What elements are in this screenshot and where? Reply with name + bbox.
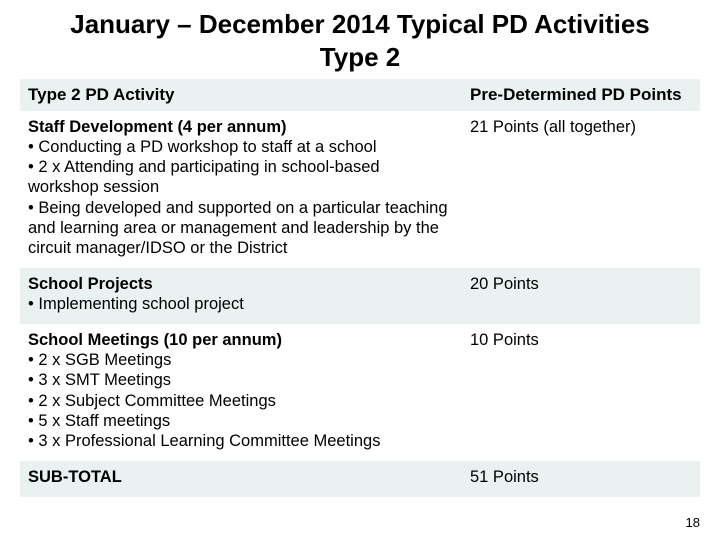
points-cell: 21 Points (all together) bbox=[462, 111, 700, 268]
table-row: School Projects • Implementing school pr… bbox=[20, 268, 700, 324]
points-cell: 20 Points bbox=[462, 268, 700, 324]
row-lead: SUB-TOTAL bbox=[28, 468, 122, 486]
activity-cell: SUB-TOTAL bbox=[20, 461, 462, 497]
header-points: Pre-Determined PD Points bbox=[462, 79, 700, 111]
table-row: SUB-TOTAL 51 Points bbox=[20, 461, 700, 497]
row-lead: School Projects bbox=[28, 275, 153, 293]
row-lead: Staff Development (4 per annum) bbox=[28, 118, 287, 136]
row-bullet: • 2 x Attending and participating in sch… bbox=[28, 158, 380, 196]
row-bullet: • Implementing school project bbox=[28, 295, 244, 313]
slide: January – December 2014 Typical PD Activ… bbox=[0, 0, 720, 540]
activity-cell: Staff Development (4 per annum) • Conduc… bbox=[20, 111, 462, 268]
points-cell: 10 Points bbox=[462, 324, 700, 461]
table-row: Staff Development (4 per annum) • Conduc… bbox=[20, 111, 700, 268]
page-number: 18 bbox=[686, 515, 700, 530]
row-lead: School Meetings (10 per annum) bbox=[28, 331, 282, 349]
row-bullet: • 3 x SMT Meetings bbox=[28, 371, 171, 389]
points-cell: 51 Points bbox=[462, 461, 700, 497]
page-title: January – December 2014 Typical PD Activ… bbox=[20, 8, 700, 73]
table-header-row: Type 2 PD Activity Pre-Determined PD Poi… bbox=[20, 79, 700, 111]
row-bullet: • 3 x Professional Learning Committee Me… bbox=[28, 432, 380, 450]
row-bullet: • 2 x Subject Committee Meetings bbox=[28, 392, 276, 410]
title-line-1: January – December 2014 Typical PD Activ… bbox=[70, 9, 650, 39]
activity-cell: School Meetings (10 per annum) • 2 x SGB… bbox=[20, 324, 462, 461]
row-bullet: • 2 x SGB Meetings bbox=[28, 351, 171, 369]
activity-cell: School Projects • Implementing school pr… bbox=[20, 268, 462, 324]
table-row: School Meetings (10 per annum) • 2 x SGB… bbox=[20, 324, 700, 461]
activities-table: Type 2 PD Activity Pre-Determined PD Poi… bbox=[20, 79, 700, 497]
row-bullet: • Conducting a PD workshop to staff at a… bbox=[28, 138, 377, 156]
header-activity: Type 2 PD Activity bbox=[20, 79, 462, 111]
row-bullet: • Being developed and supported on a par… bbox=[28, 199, 448, 257]
title-line-2: Type 2 bbox=[320, 42, 400, 72]
row-bullet: • 5 x Staff meetings bbox=[28, 412, 170, 430]
